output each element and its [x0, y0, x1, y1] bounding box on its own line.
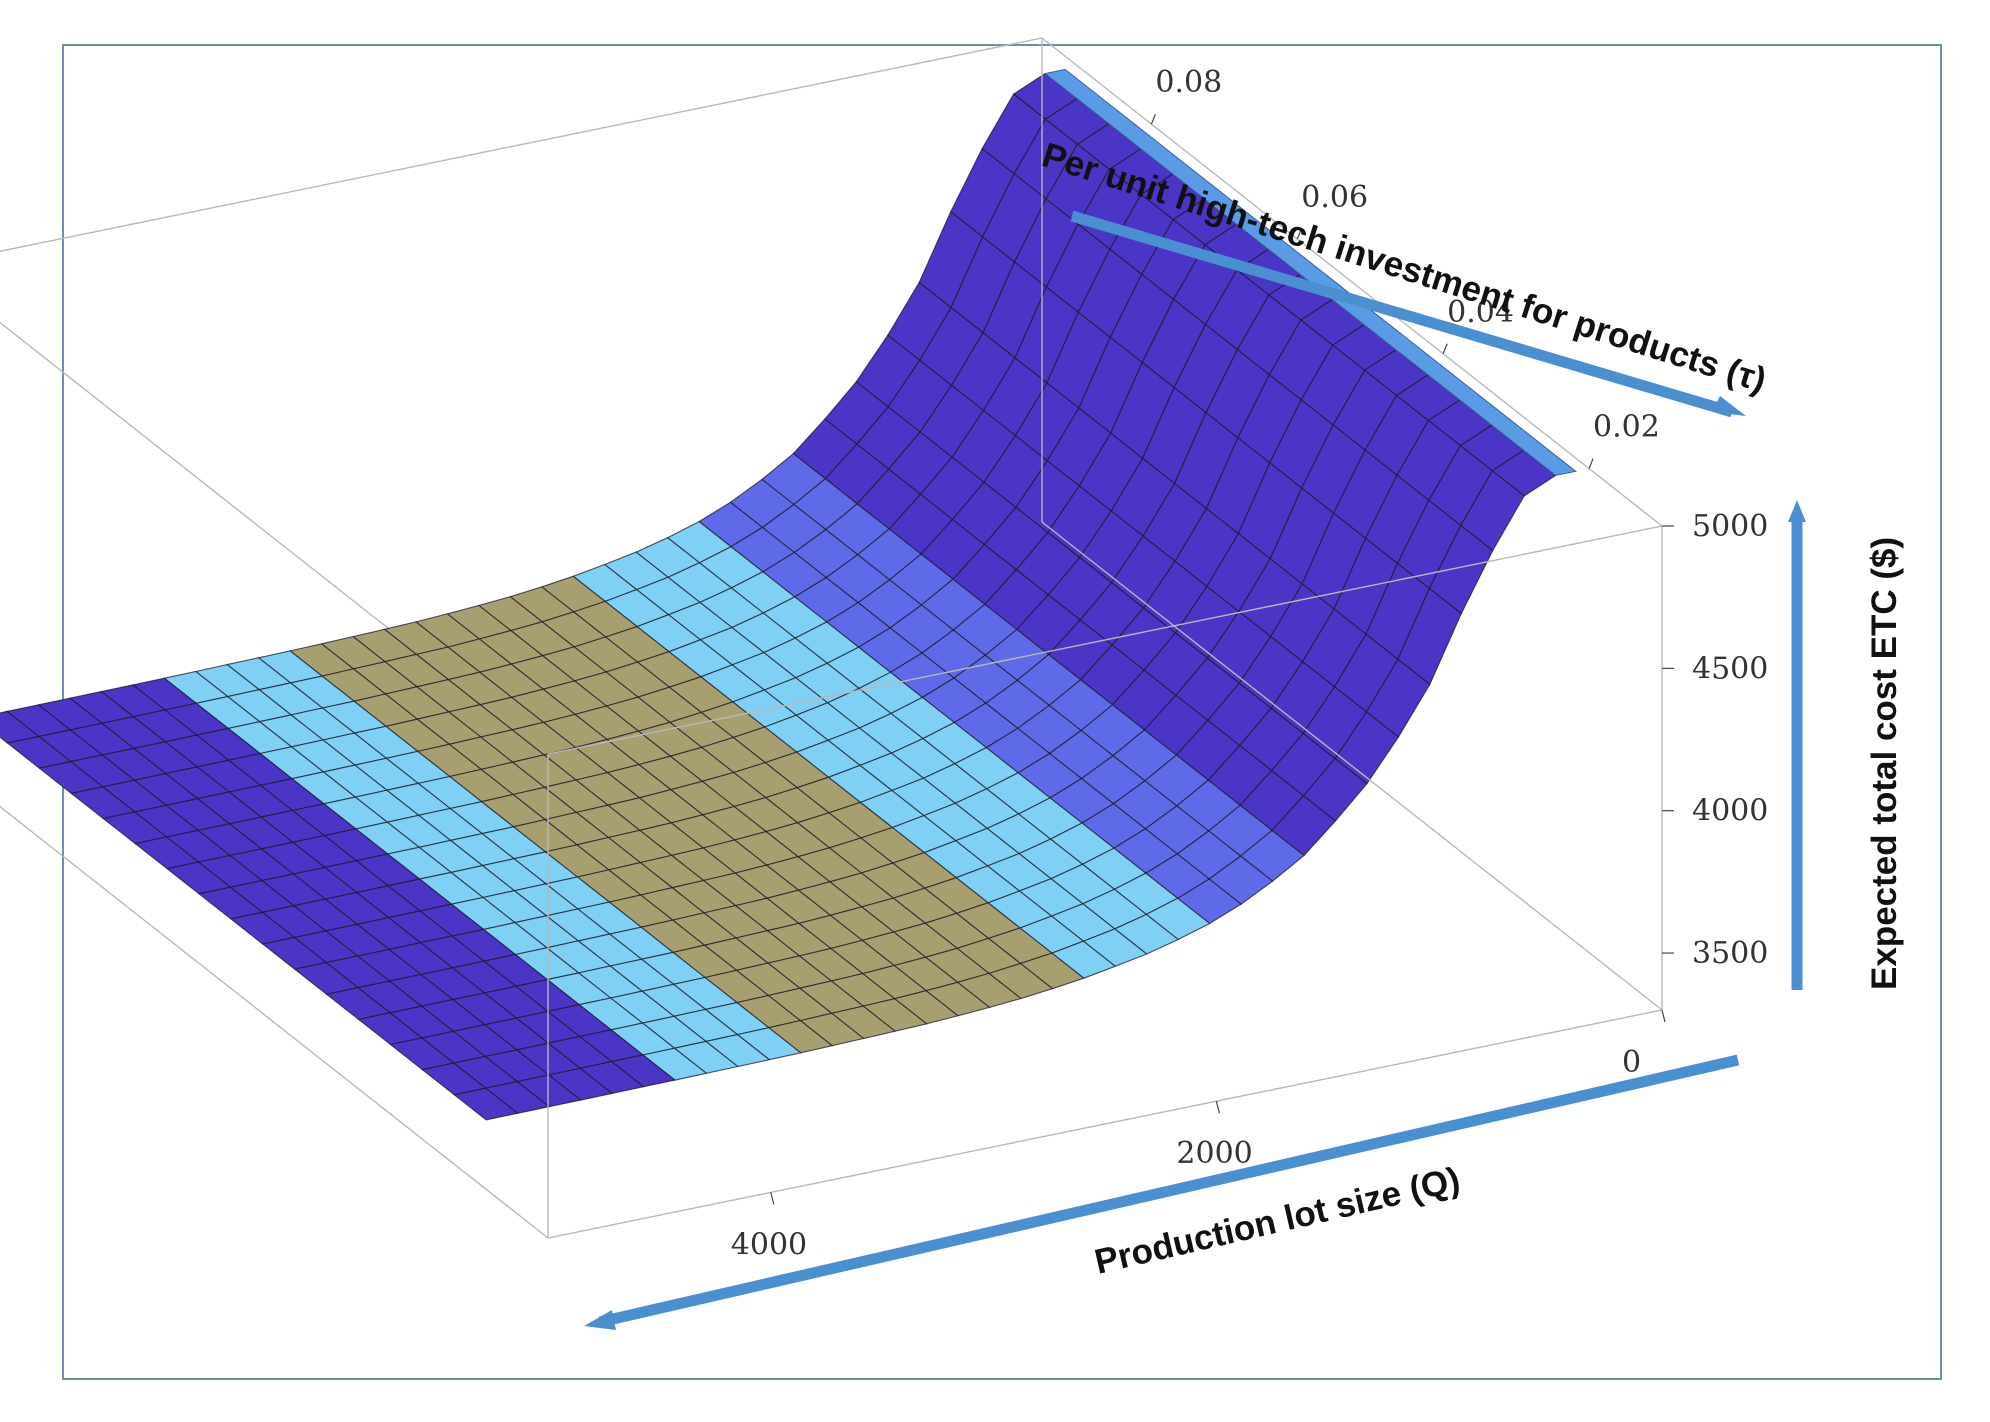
bounding-box-front [547, 37, 1663, 1239]
tau-axis-arrow [1070, 210, 1734, 418]
surface-patch [453, 1087, 519, 1121]
tau-tick-label: 0.02 [1593, 410, 1660, 445]
q-tick-mark [770, 1192, 775, 1205]
axis-ticks: 0.02 0.04 0.06 0.08 0 2000 4000 3500 4000 4500 500… [731, 65, 1769, 1262]
q-tick-label: 4000 [731, 1227, 807, 1262]
tau-tick-mark [1442, 343, 1448, 354]
etc-axis-arrowhead [1788, 500, 1806, 522]
q-axis-arrowhead [584, 1310, 616, 1330]
axis-arrows [584, 210, 1806, 1330]
q-axis-title: Production lot size (Q) [1091, 1160, 1464, 1282]
q-tick-mark [1215, 1101, 1220, 1114]
etc-tick-label: 3500 [1692, 936, 1768, 971]
tau-tick-label: 0.04 [1447, 295, 1514, 330]
tau-tick-mark [1588, 458, 1594, 469]
box-edge-front [1041, 37, 1663, 527]
tau-axis-arrowhead [1712, 396, 1746, 416]
etc-axis-title: Expected total cost ETC ($) [1865, 537, 1904, 990]
q-tick-mark [1661, 1009, 1666, 1023]
q-axis-arrow [598, 1054, 1740, 1328]
etc-tick-label: 4000 [1692, 794, 1768, 829]
q-tick-label: 2000 [1176, 1136, 1252, 1171]
tau-tick-mark [1150, 113, 1156, 125]
tau-tick-label: 0.08 [1155, 65, 1222, 100]
etc-tick-label: 4500 [1692, 651, 1768, 686]
box-edge-front [547, 1009, 1663, 1239]
tau-tick-label: 0.06 [1301, 180, 1368, 215]
box-edge-front [547, 525, 1663, 755]
q-tick-label: 0 [1622, 1045, 1641, 1080]
tau-tick-mark [1296, 228, 1302, 240]
box-edge-back [0, 37, 1043, 252]
surface-clip-plateau [1043, 68, 1577, 476]
box-edge-back [0, 805, 549, 1239]
surface-mesh [0, 68, 1577, 1121]
etc-tick-label: 5000 [1692, 509, 1768, 544]
box-edge-front [1041, 521, 1663, 1011]
